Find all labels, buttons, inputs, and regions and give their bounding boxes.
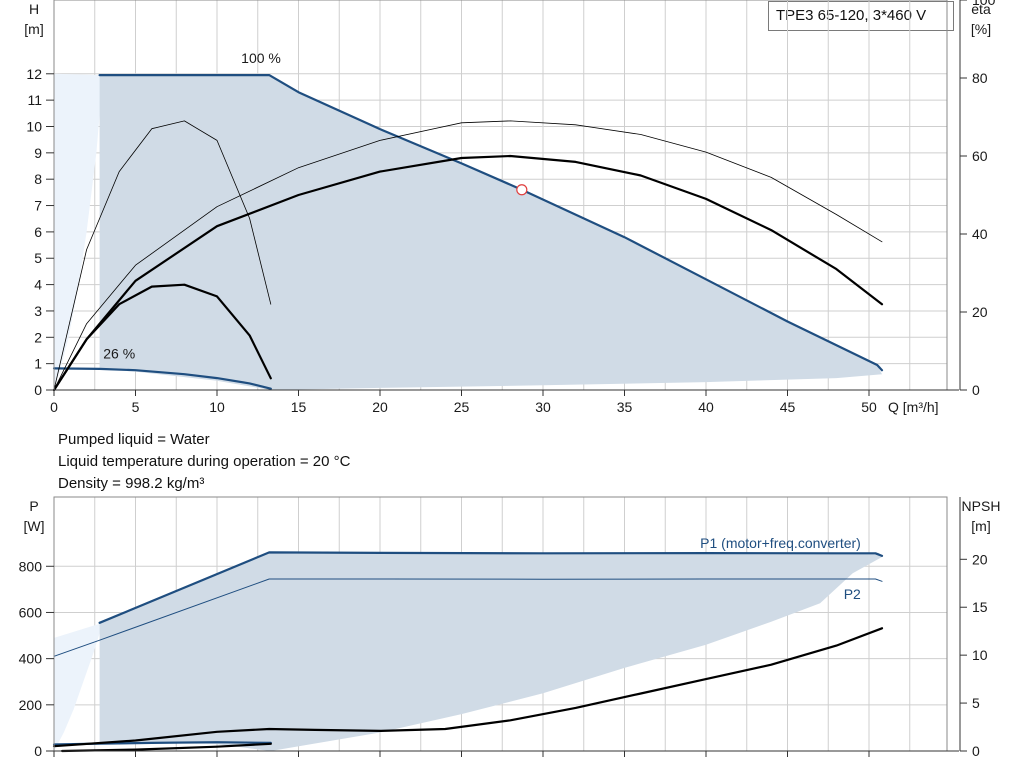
operating-envelope [99, 552, 883, 751]
x-axis-label: Q [m³/h] [888, 399, 939, 415]
chart-power-npsh: 0 200 400 600 800 0 5 10 15 20 P [W] NPSH [m] P1 (moto… [19, 496, 1001, 759]
series-npsh [52, 627, 884, 748]
x-tick-label: 5 [132, 399, 140, 415]
x-tick-label: 50 [861, 399, 877, 415]
series-p1-motor-freq-converter- [98, 551, 884, 624]
info-liquid-temperature: Liquid temperature during operation = 20… [58, 453, 351, 470]
y-right-tick-label: 10 [972, 647, 988, 663]
y-right-tick-label: 20 [972, 551, 988, 567]
x-tick-label: 10 [209, 399, 225, 415]
curve-label: 100 % [241, 50, 281, 66]
y-left-tick-label: 6 [34, 224, 42, 240]
series-npsh-low [61, 742, 272, 753]
y-right-tick-label: 20 [972, 304, 988, 320]
y-left-tick-label: 4 [34, 277, 42, 293]
y-right-unit: [m] [971, 518, 990, 534]
series-p2 [53, 578, 883, 657]
y-left-label: H [29, 1, 39, 17]
y-left-label: P [29, 498, 38, 514]
x-tick-label: 35 [617, 399, 633, 415]
y-right-label: NPSH [962, 498, 1001, 514]
x-tick-label: 25 [454, 399, 470, 415]
y-left-tick-label: 5 [34, 250, 42, 266]
series-eta-max [53, 120, 883, 391]
title-text: TPE3 65-120, 3*460 V [776, 7, 927, 24]
y-left-tick-label: 0 [34, 743, 42, 759]
x-tick-label: 45 [780, 399, 796, 415]
series-eta [52, 154, 884, 392]
y-left-tick-label: 3 [34, 303, 42, 319]
y-right-tick-label: 15 [972, 599, 988, 615]
y-left-tick-label: 600 [19, 604, 43, 620]
x-tick-label: 15 [291, 399, 307, 415]
y-left-tick-label: 9 [34, 145, 42, 161]
y-right-tick-label: 100 [972, 0, 996, 8]
curve-label: 26 % [103, 345, 135, 361]
info-pumped-liquid: Pumped liquid = Water [58, 431, 210, 448]
y-right-tick-label: 5 [972, 695, 980, 711]
info-density: Density = 998.2 kg/m³ [58, 475, 205, 492]
y-left-tick-label: 2 [34, 329, 42, 345]
duty-point-marker [516, 184, 528, 196]
y-left-tick-label: 12 [26, 66, 42, 82]
title-box: TPE3 65-120, 3*460 V [768, 1, 954, 31]
y-left-tick-label: 1 [34, 356, 42, 372]
operating-envelope-light [54, 73, 103, 391]
x-tick-label: 0 [50, 399, 58, 415]
y-left-tick-label: 200 [19, 697, 43, 713]
y-right-tick-label: 80 [972, 70, 988, 86]
series-26- [52, 367, 272, 390]
x-tick-label: 30 [535, 399, 551, 415]
y-right-tick-label: 0 [972, 382, 980, 398]
y-left-unit: [W] [24, 518, 45, 534]
operating-envelope [99, 75, 883, 390]
y-left-tick-label: 11 [27, 92, 42, 108]
y-left-tick-label: 7 [34, 198, 42, 214]
series-eta-26- [52, 283, 272, 392]
y-left-tick-label: 8 [34, 171, 42, 187]
y-right-label: eta [971, 1, 991, 17]
y-left-tick-label: 400 [19, 651, 43, 667]
x-tick-label: 20 [372, 399, 388, 415]
y-right-unit: [%] [971, 21, 991, 37]
legend-label: P1 (motor+freq.converter) [700, 535, 861, 551]
operating-envelope-light [54, 622, 103, 751]
y-right-tick-label: 0 [972, 743, 980, 759]
legend-label: P2 [844, 586, 861, 602]
y-right-tick-label: 60 [972, 148, 988, 164]
y-left-unit: [m] [24, 21, 43, 37]
y-right-tick-label: 40 [972, 226, 988, 242]
y-left-tick-label: 800 [19, 558, 43, 574]
y-left-tick-label: 10 [26, 118, 42, 134]
y-left-tick-label: 0 [34, 382, 42, 398]
x-tick-label: 40 [698, 399, 714, 415]
series-eta-26-max [53, 120, 272, 391]
